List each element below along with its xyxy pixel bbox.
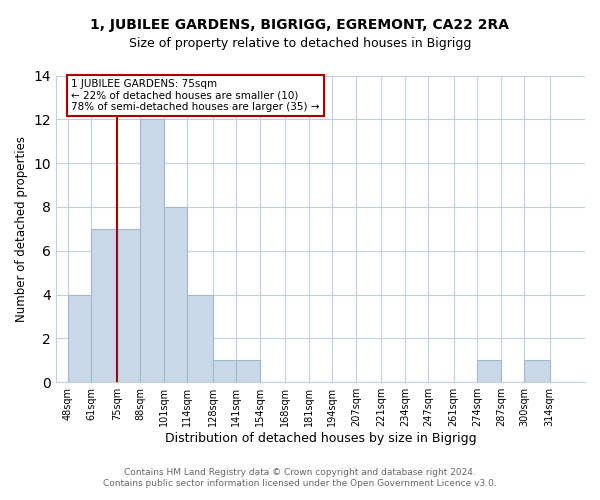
Text: 1, JUBILEE GARDENS, BIGRIGG, EGREMONT, CA22 2RA: 1, JUBILEE GARDENS, BIGRIGG, EGREMONT, C… (91, 18, 509, 32)
Bar (187, 294, 213, 382)
Bar (140, 120, 164, 382)
Bar (117, 229, 140, 382)
Text: 1 JUBILEE GARDENS: 75sqm
← 22% of detached houses are smaller (10)
78% of semi-d: 1 JUBILEE GARDENS: 75sqm ← 22% of detach… (71, 79, 320, 112)
Text: Contains HM Land Registry data © Crown copyright and database right 2024.
Contai: Contains HM Land Registry data © Crown c… (103, 468, 497, 487)
Bar (236, 360, 260, 382)
Bar (524, 360, 550, 382)
Bar (164, 207, 187, 382)
Bar (213, 360, 236, 382)
Text: Size of property relative to detached houses in Bigrigg: Size of property relative to detached ho… (129, 38, 471, 51)
Bar (91, 229, 117, 382)
Bar (68, 294, 91, 382)
Y-axis label: Number of detached properties: Number of detached properties (15, 136, 28, 322)
X-axis label: Distribution of detached houses by size in Bigrigg: Distribution of detached houses by size … (165, 432, 476, 445)
Bar (477, 360, 501, 382)
